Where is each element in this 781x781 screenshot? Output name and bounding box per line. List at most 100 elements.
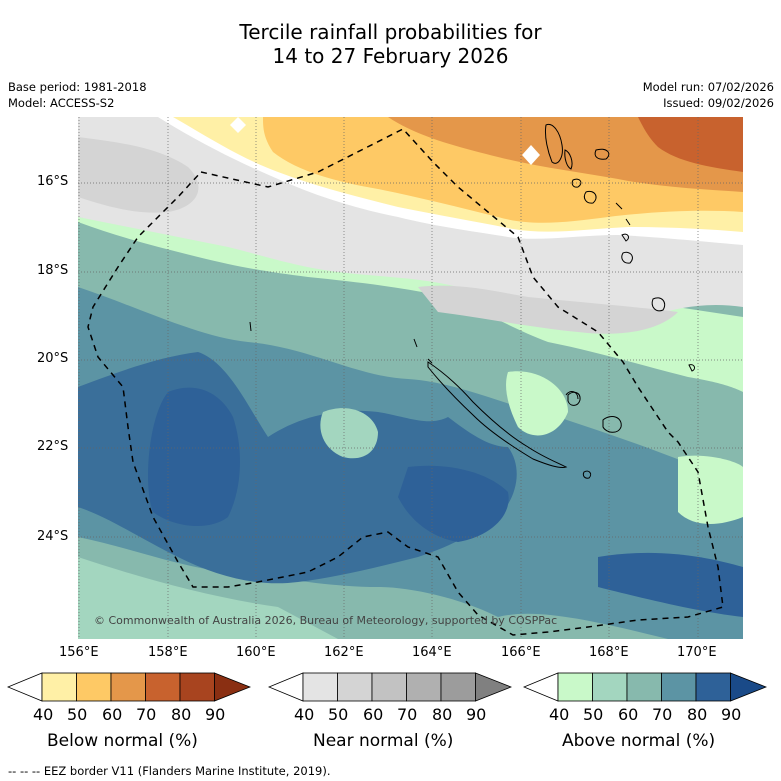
loyalty-island-mare (602, 416, 622, 433)
near-tick-50: 50 (328, 705, 349, 724)
above-40-patch-far-east (678, 455, 743, 524)
lon-label-164e: 164°E (412, 645, 452, 660)
below-tick-80: 80 (171, 705, 192, 724)
near-cb-50-60 (337, 672, 373, 702)
base-period: Base period: 1981-2018 (8, 80, 147, 94)
tanna-island (651, 297, 666, 312)
near-cb-60-70 (371, 672, 407, 702)
shepherd-islands (615, 202, 631, 242)
lon-label-158e: 158°E (148, 645, 188, 660)
loyalty-island-lifou (565, 391, 579, 400)
below-80-region (638, 117, 743, 172)
above-50-patch (320, 408, 378, 459)
model-run: Model run: 07/02/2026 (642, 80, 774, 94)
white-spot-2 (522, 145, 540, 165)
above-normal-colorbar-svg (523, 672, 767, 702)
above-tick-60: 60 (618, 705, 639, 724)
above-80-core-east (598, 552, 743, 617)
below-tick-40: 40 (33, 705, 54, 724)
lon-label-160e: 160°E (236, 645, 276, 660)
map-panel: © Commonwealth of Australia 2026, Bureau… (78, 117, 743, 639)
loyalty-island-ouvea (567, 391, 581, 406)
near-tick-80: 80 (432, 705, 453, 724)
above-normal-colorbar (523, 672, 767, 702)
near-normal-colorbar (268, 672, 512, 702)
above-40-band (78, 217, 743, 392)
above-cb-50-60 (592, 672, 628, 702)
near-normal-50-west (78, 137, 199, 213)
above-cb-70-80 (661, 672, 697, 702)
lon-label-170e: 170°E (677, 645, 717, 660)
lat-label-18s: 18°S (37, 263, 69, 278)
below-cb-60-70 (110, 672, 146, 702)
above-50-south (78, 557, 338, 639)
efate-island (583, 190, 597, 204)
title-line-2: 14 to 27 February 2026 (272, 44, 509, 68)
below-cb-70-80 (145, 672, 181, 702)
lon-label-156e: 156°E (59, 645, 99, 660)
near-cb-under (268, 672, 304, 702)
new-caledonia-island (427, 361, 568, 468)
above-80-core-south (398, 465, 509, 542)
lon-label-162e: 162°E (324, 645, 364, 660)
erromango-island (621, 251, 633, 264)
above-tick-90: 90 (721, 705, 742, 724)
eez-border (87, 128, 724, 636)
matthew-island (688, 364, 696, 372)
near-tick-60: 60 (363, 705, 384, 724)
near-normal-colorbar-svg (268, 672, 512, 702)
below-tick-90: 90 (205, 705, 226, 724)
below-tick-60: 60 (102, 705, 123, 724)
near-cb-70-80 (406, 672, 442, 702)
above-cb-80-90 (695, 672, 731, 702)
above-tick-80: 80 (687, 705, 708, 724)
near-tick-40: 40 (294, 705, 315, 724)
issued-date: Issued: 09/02/2026 (663, 96, 774, 110)
below-cb-50-60 (76, 672, 112, 702)
lat-label-16s: 16°S (37, 174, 69, 189)
above-cb-40-50 (557, 672, 593, 702)
gridlines (78, 117, 743, 639)
below-cb-under (7, 672, 43, 702)
belep-islets (413, 338, 433, 364)
title-line-1: Tercile rainfall probabilities for (239, 20, 542, 44)
espiritu-santo-island (545, 123, 563, 164)
ambae-island (594, 148, 610, 160)
lat-label-22s: 22°S (37, 439, 69, 454)
near-cb-80-90 (440, 672, 476, 702)
walpole-island (582, 470, 592, 479)
above-cb-over (730, 672, 767, 702)
below-cb-over (214, 672, 251, 702)
above-tick-40: 40 (549, 705, 570, 724)
below-tick-70: 70 (136, 705, 157, 724)
near-cb-over (475, 672, 512, 702)
below-normal-colorbar (7, 672, 251, 702)
above-tick-70: 70 (652, 705, 673, 724)
epi-island (571, 178, 582, 188)
eez-legend-note: -- -- -- EEZ border V11 (Flanders Marine… (8, 764, 331, 778)
malakula-island (564, 149, 573, 170)
lat-label-20s: 20°S (37, 351, 69, 366)
below-normal-title: Below normal (%) (47, 731, 198, 751)
above-normal-title: Above normal (%) (562, 731, 716, 751)
lon-label-168e: 168°E (589, 645, 629, 660)
above-tick-50: 50 (583, 705, 604, 724)
copyright-text: © Commonwealth of Australia 2026, Bureau… (94, 614, 558, 627)
near-tick-90: 90 (466, 705, 487, 724)
above-cb-60-70 (626, 672, 662, 702)
rainfall-map (78, 117, 743, 639)
chesterfield-islets (249, 321, 252, 332)
above-cb-under (523, 672, 559, 702)
lon-label-166e: 166°E (501, 645, 541, 660)
lat-label-24s: 24°S (37, 529, 69, 544)
near-normal-title: Near normal (%) (313, 731, 454, 751)
model-name: Model: ACCESS-S2 (8, 96, 115, 110)
near-cb-40-50 (302, 672, 338, 702)
below-cb-40-50 (41, 672, 77, 702)
white-spot-1 (230, 117, 246, 133)
near-normal-50-east (418, 285, 678, 334)
below-cb-80-90 (179, 672, 215, 702)
near-tick-70: 70 (397, 705, 418, 724)
below-normal-colorbar-svg (7, 672, 251, 702)
above-40-patch-east (506, 371, 568, 436)
